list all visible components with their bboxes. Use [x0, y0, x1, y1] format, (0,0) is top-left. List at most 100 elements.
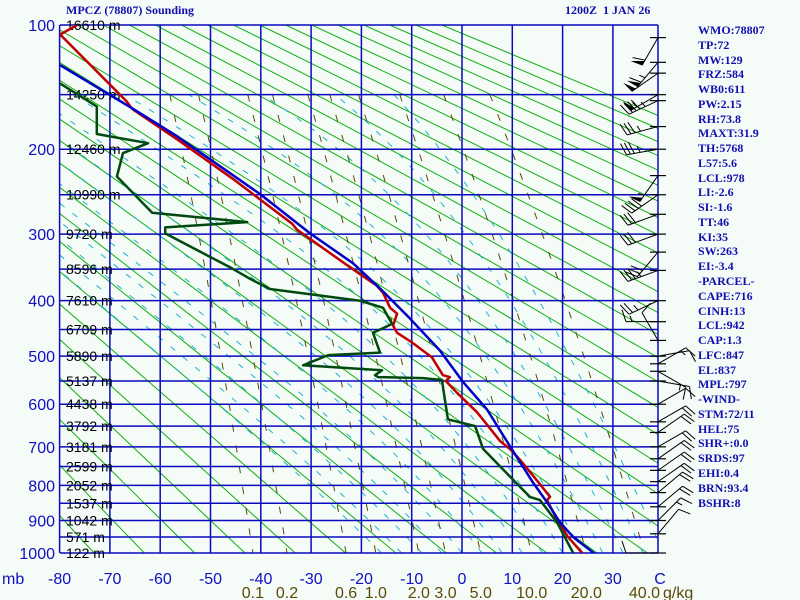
- mixing-ratio-label: 20.0: [571, 585, 602, 600]
- wind-barb-pennant: [622, 101, 635, 111]
- stat-item: LCL:978: [698, 170, 745, 185]
- dry-adiabat-line: [60, 338, 296, 553]
- wind-barb-feather: [679, 474, 691, 482]
- wind-barb-feather: [623, 233, 633, 245]
- wind-barb-feather: [627, 268, 636, 279]
- wind-barb-staff: [657, 508, 679, 535]
- wind-barb-staff: [637, 62, 659, 88]
- pressure-tick-label: 700: [28, 440, 55, 457]
- wind-barb-feather: [685, 347, 696, 357]
- wind-barb-staff: [657, 380, 690, 388]
- dry-adiabat-line: [60, 29, 658, 383]
- wind-barb-feather: [683, 451, 695, 460]
- moist-adiabat-line: [73, 94, 564, 553]
- wind-barb-staff: [639, 175, 659, 203]
- dry-adiabat-line: [0, 25, 44, 553]
- moist-adiabat-line: [60, 139, 523, 553]
- wind-barb-feather: [623, 142, 631, 155]
- height-label: 10990 m: [66, 187, 120, 203]
- wind-barb-feather: [627, 212, 636, 223]
- wind-barb-feather: [685, 405, 696, 415]
- stat-item: LFC:847: [698, 347, 744, 362]
- wind-barb-staff: [628, 100, 659, 115]
- pressure-tick-label: 300: [28, 227, 55, 244]
- stat-item: HEL:75: [698, 421, 740, 436]
- pressure-tick-label: 900: [28, 514, 55, 531]
- stat-item: CAP:1.3: [698, 333, 742, 348]
- wind-barb-staff: [657, 462, 685, 483]
- wind-barb-half-feather: [636, 271, 642, 277]
- stat-item: FRZ:584: [698, 67, 744, 82]
- wind-barb-feather: [682, 471, 694, 480]
- wind-barb-staff: [657, 485, 683, 508]
- wind-barb-staff: [637, 251, 659, 277]
- wind-barb-feather: [629, 77, 642, 83]
- stat-item: LI:-2.6: [698, 185, 734, 200]
- wind-barb-staff: [626, 126, 659, 136]
- moist-adiabat-line: [334, 94, 644, 553]
- wind-barb-feather: [680, 465, 692, 474]
- dry-adiabat-line: [60, 79, 658, 464]
- pressure-tick-label: 400: [28, 294, 55, 311]
- height-label: 6709 m: [66, 322, 113, 338]
- mixing-ratio-line: [489, 94, 645, 553]
- temperature-tick-label: 10: [503, 571, 521, 588]
- mixing-ratio-line: [358, 94, 482, 553]
- wind-barb-feather: [623, 213, 633, 225]
- stat-item: -WIND-: [698, 392, 740, 407]
- wind-barb-feather: [627, 142, 635, 154]
- wind-barb-feather: [630, 265, 643, 271]
- mixing-ratio-line: [247, 94, 347, 553]
- wind-barb-staff: [631, 194, 659, 214]
- wind-barb-feather: [619, 215, 629, 226]
- stat-item: MAXT:31.9: [698, 126, 759, 141]
- dry-adiabat-line: [60, 45, 658, 408]
- stat-item: STM:72/11: [698, 406, 755, 421]
- wind-barb-staff: [641, 312, 659, 341]
- wind-barb-staff: [657, 430, 686, 448]
- wind-barb-staff: [627, 269, 659, 282]
- moist-adiabat-line: [60, 202, 463, 553]
- wind-barb-feather: [627, 121, 636, 134]
- wind-barb-staff: [657, 471, 683, 493]
- observation-time: 1200Z 1 JAN 26: [565, 3, 651, 17]
- pressure-tick-label: 500: [28, 349, 55, 366]
- wind-barb-feather: [621, 309, 627, 322]
- stat-item: PW:2.15: [698, 96, 742, 111]
- profile-layer: [60, 25, 595, 553]
- height-label: 7610 m: [66, 293, 113, 309]
- wind-barb-staff: [627, 233, 659, 246]
- wind-barb-staff: [657, 497, 681, 521]
- temperature-tick-label: C: [654, 571, 666, 588]
- dewpoint-profile-line: [60, 82, 575, 553]
- pressure-unit-label: mb: [2, 571, 24, 588]
- stats-panel: WMO:78807 TP:72 MW:129 FRZ:584 WB0:611 PW:2.1…: [698, 23, 765, 510]
- mixing-ratio-label: 0.6: [335, 585, 357, 600]
- height-label: 1537 m: [66, 495, 113, 511]
- wind-barb-feather: [681, 432, 693, 442]
- moist-adiabat-line: [393, 94, 658, 543]
- height-label: 14250 m: [66, 87, 120, 103]
- stat-item: KI:35: [698, 229, 728, 244]
- stat-item: -PARCEL-: [698, 274, 755, 289]
- wind-barb-feather: [683, 462, 695, 472]
- height-label: 2599 m: [66, 459, 113, 475]
- wind-barb-half-feather: [632, 82, 639, 88]
- wind-barb-feather: [627, 232, 636, 243]
- height-label: 5890 m: [66, 348, 113, 364]
- stat-item: SW:263: [698, 244, 739, 259]
- wind-barb-feather: [680, 453, 692, 463]
- wind-barb-feather: [679, 488, 691, 496]
- wind-barb-half-feather: [629, 315, 633, 322]
- wind-barb-staff: [641, 37, 659, 66]
- wind-barb-feather: [682, 387, 687, 400]
- wind-barb-feather: [623, 302, 633, 313]
- height-label: 122 m: [66, 545, 105, 561]
- wind-barb-feather: [619, 234, 629, 246]
- mixing-ratio-label: 0.2: [276, 585, 298, 600]
- wind-barb-feather: [685, 430, 696, 440]
- wind-barb-staff: [627, 213, 659, 226]
- temperature-tick-label: -30: [300, 571, 323, 588]
- wind-barb-staff: [628, 300, 659, 315]
